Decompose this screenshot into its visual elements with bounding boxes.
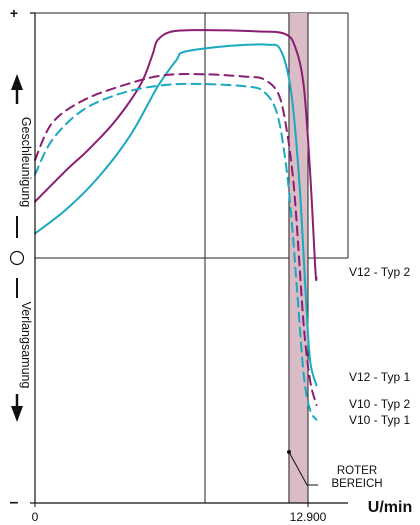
series-label-v12-typ-1: V12 - Typ 1 <box>349 370 410 384</box>
series-line-v12-typ-2 <box>34 29 318 282</box>
series-layer <box>34 29 318 421</box>
x-tick-label-1: 12.900 <box>290 510 327 524</box>
y-label-negative: Verlangsamung <box>19 302 33 389</box>
series-label-v12-typ-2: V12 - Typ 2 <box>349 265 410 279</box>
x-ticks: 0 12.900 <box>32 503 327 524</box>
series-line-v10-typ-1 <box>34 82 318 421</box>
series-label-v10-typ-2: V10 - Typ 2 <box>349 397 410 411</box>
series-labels: V12 - Typ 2 V12 - Typ 1 V10 - Typ 2 V10 - T… <box>349 265 410 427</box>
y-top-label: + <box>10 5 18 21</box>
red-zone-label-line1: ROTER <box>337 465 377 477</box>
x-tick-label-0: 0 <box>32 510 39 524</box>
red-zone-annotation: ROTER BEREICH <box>287 450 383 490</box>
up-arrow-icon <box>11 74 23 90</box>
y-axis-annotation: Geschleunigung Verlangsamung <box>9 74 33 422</box>
series-line-v10-typ-2 <box>34 72 318 406</box>
red-zone-label-line2: BEREICH <box>331 478 382 490</box>
series-line-v12-typ-1 <box>34 43 318 387</box>
axes <box>30 12 348 504</box>
zero-circle-icon <box>9 250 25 266</box>
series-label-v10-typ-1: V10 - Typ 1 <box>349 413 410 427</box>
y-bottom-label: – <box>10 494 19 511</box>
y-label-positive: Geschleunigung <box>19 117 33 207</box>
red-zone-pointer-line <box>288 451 318 486</box>
x-axis-label: U/min <box>368 499 412 516</box>
down-arrow-icon <box>11 406 23 422</box>
